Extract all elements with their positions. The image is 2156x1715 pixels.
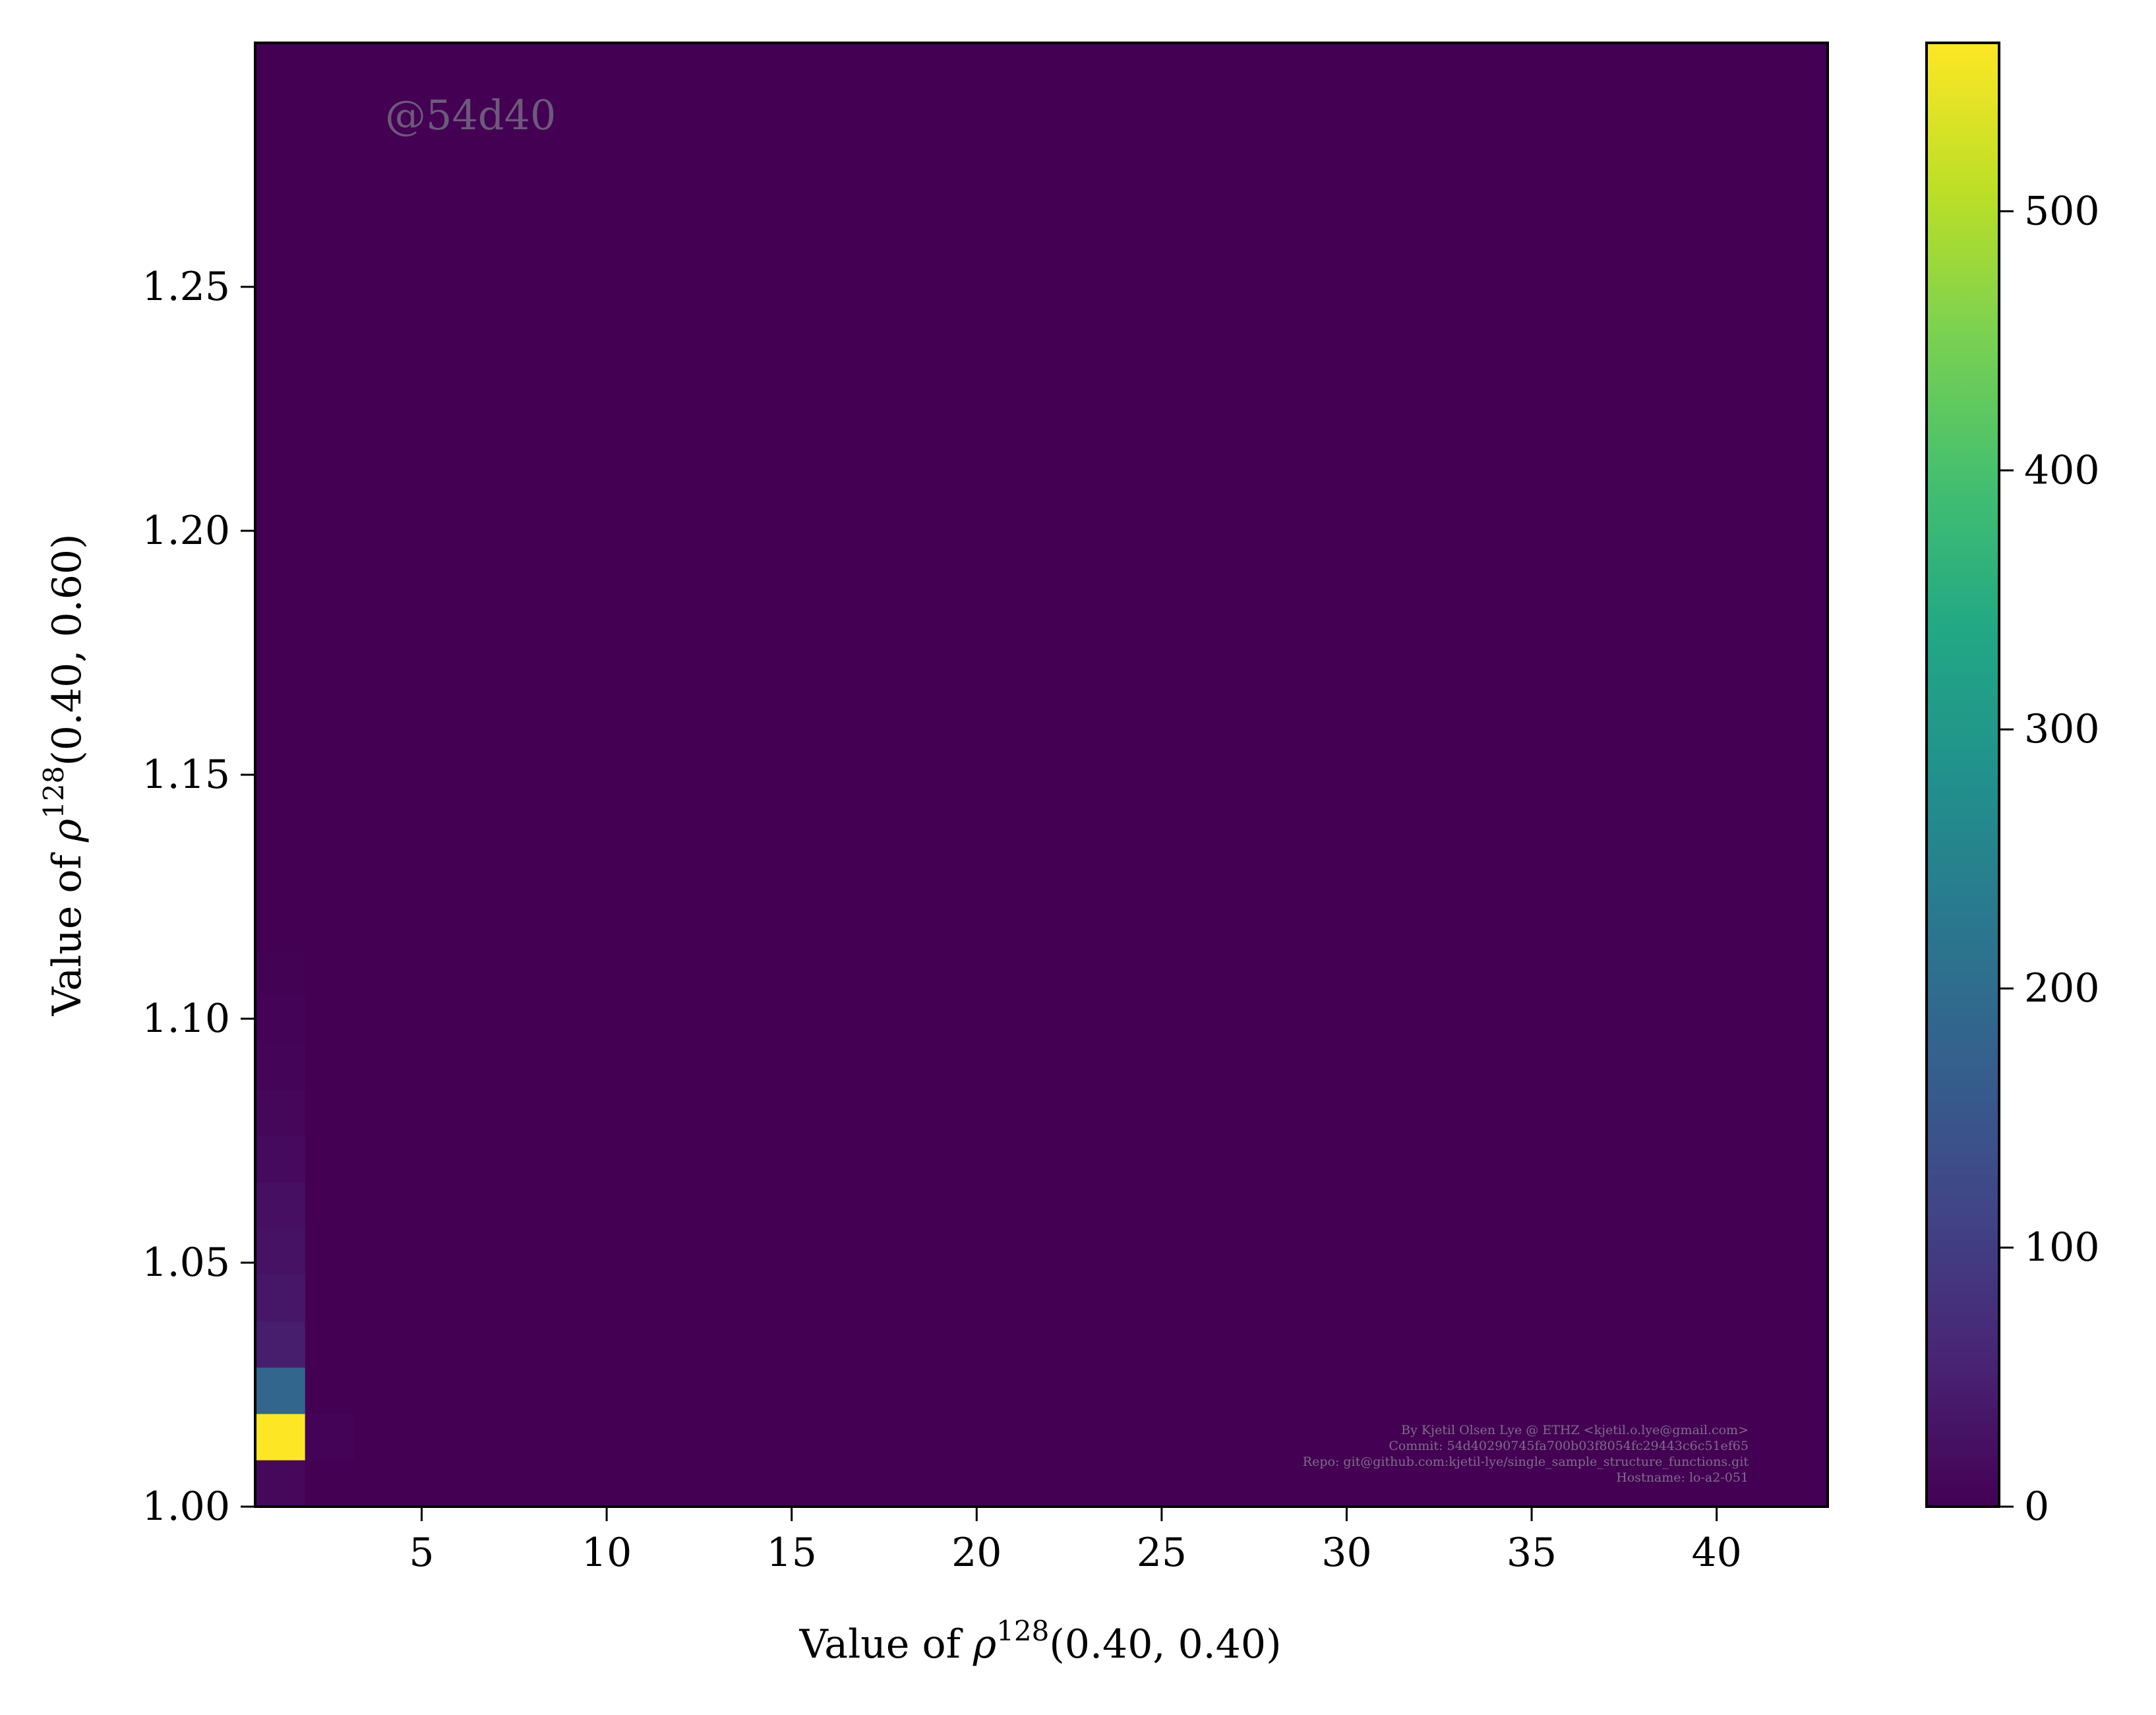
watermark-text: @54d40 xyxy=(385,91,556,139)
y-tick-label: 1.15 xyxy=(142,752,230,798)
x-tick-label: 40 xyxy=(1691,1530,1741,1576)
heatmap-cell-11 xyxy=(255,996,305,1043)
histogram-cells xyxy=(255,950,355,1507)
heatmap-cell-9 xyxy=(255,1089,305,1136)
colorbar xyxy=(1927,43,1999,1507)
heatmap-cell-6 xyxy=(255,1228,305,1275)
colorbar-tick-label: 400 xyxy=(2024,447,2100,493)
x-tick-label: 35 xyxy=(1507,1530,1557,1576)
heatmap-cell-4 xyxy=(255,1321,305,1368)
colorbar-tick-label: 0 xyxy=(2024,1484,2049,1530)
x-tick-label: 15 xyxy=(767,1530,817,1576)
heatmap-cell-7 xyxy=(255,1182,305,1229)
heatmap-cell-2 xyxy=(305,1414,355,1460)
x-tick-label: 25 xyxy=(1137,1530,1187,1576)
x-tick-label: 5 xyxy=(409,1530,434,1576)
colorbar-tick-label: 200 xyxy=(2024,965,2100,1011)
colorbar-ticks: 0 100 200 300 400 500 xyxy=(1999,188,2100,1530)
y-tick-label: 1.25 xyxy=(142,264,230,310)
heatmap-cell-10 xyxy=(255,1043,305,1090)
footer-line-repo: Repo: git@github.com:kjetil-lye/single_s… xyxy=(1303,1455,1749,1469)
footer-line-commit: Commit: 54d40290745fa700b03f8054fc29443c… xyxy=(1389,1439,1749,1453)
colorbar-tick-label: 100 xyxy=(2024,1224,2100,1271)
x-axis-label: Value of ρ128(0.40, 0.40) xyxy=(798,1615,1281,1668)
heatmap-cell-1 xyxy=(255,1414,305,1460)
y-tick-label: 1.05 xyxy=(142,1240,230,1286)
y-axis-ticks: 1.00 1.05 1.10 1.15 1.20 1.25 xyxy=(142,264,255,1530)
x-tick-label: 20 xyxy=(951,1530,1002,1576)
footer-info: By Kjetil Olsen Lye @ ETHZ <kjetil.o.lye… xyxy=(1303,1423,1749,1485)
y-tick-label: 1.20 xyxy=(142,508,230,554)
heatmap-cell-8 xyxy=(255,1135,305,1182)
heatmap-cell-12 xyxy=(255,950,305,997)
footer-line-author: By Kjetil Olsen Lye @ ETHZ <kjetil.o.lye… xyxy=(1401,1423,1749,1437)
x-axis-ticks: 5 10 15 20 25 30 35 40 xyxy=(409,1507,1742,1576)
plot-background xyxy=(255,43,1828,1507)
colorbar-tick-label: 300 xyxy=(2024,706,2100,752)
footer-line-hostname: Hostname: lo-a2-051 xyxy=(1616,1470,1749,1485)
x-tick-label: 30 xyxy=(1321,1530,1371,1576)
colorbar-frame xyxy=(1925,42,2000,1508)
heatmap-cell-0 xyxy=(255,1460,305,1507)
y-tick-label: 1.00 xyxy=(142,1484,230,1530)
y-axis-label: Value of ρ128(0.40, 0.60) xyxy=(38,533,90,1016)
heatmap-cell-3 xyxy=(255,1368,305,1414)
x-tick-label: 10 xyxy=(582,1530,632,1576)
colorbar-tick-label: 500 xyxy=(2024,188,2100,234)
heatmap-cell-5 xyxy=(255,1275,305,1321)
y-tick-label: 1.10 xyxy=(142,996,230,1042)
